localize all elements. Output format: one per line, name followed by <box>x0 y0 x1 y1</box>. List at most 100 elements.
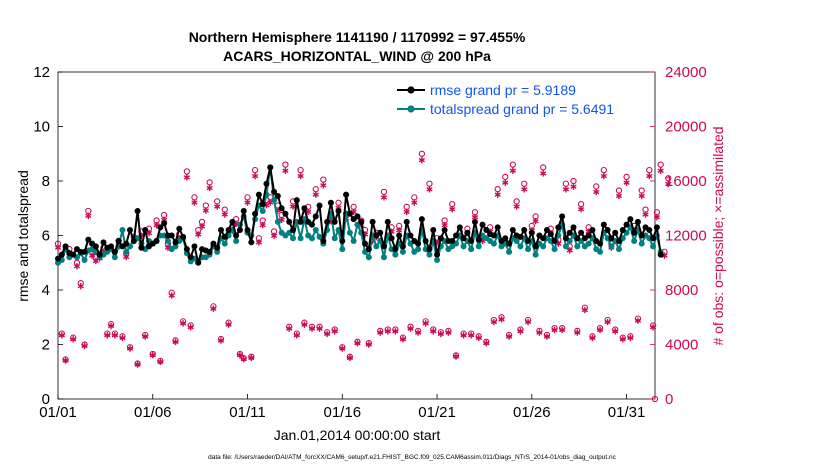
y2-tick-label: 16000 <box>665 173 707 190</box>
rmse-point <box>615 237 622 244</box>
obs-assimilated-marker <box>593 188 600 196</box>
obs-assimilated-marker <box>225 321 232 328</box>
y-tick-label: 6 <box>42 228 50 245</box>
obs-assimilated-marker <box>248 354 255 362</box>
totalspread-point <box>81 257 88 264</box>
obs-assimilated-marker <box>286 325 293 332</box>
rmse-point <box>638 232 645 239</box>
obs-possible-marker <box>418 150 426 157</box>
rmse-point <box>70 251 77 258</box>
obs-assimilated-marker <box>58 332 65 339</box>
rmse-point <box>161 220 168 227</box>
obs-assimilated-marker <box>104 332 111 339</box>
obs-possible-marker <box>509 161 517 168</box>
rmse-point <box>399 243 406 250</box>
obs-assimilated-marker <box>323 330 331 338</box>
y-tick-label: 8 <box>42 173 50 190</box>
rmse-point <box>320 237 327 244</box>
rmse-point <box>589 227 596 234</box>
rmse-point <box>415 240 422 247</box>
obs-assimilated-marker <box>308 325 316 332</box>
rmse-point <box>430 227 437 234</box>
rmse-line <box>57 166 662 264</box>
totalspread-point <box>331 235 338 242</box>
obs-assimilated-marker <box>490 318 498 326</box>
rmse-point <box>585 232 592 239</box>
rmse-point <box>634 218 641 225</box>
rmse-point <box>650 235 657 242</box>
x-tick-label: 01/26 <box>513 404 551 421</box>
totalspread-point <box>638 240 645 247</box>
x-tick-label: 01/06 <box>134 404 172 421</box>
obs-assimilated-marker <box>502 179 509 186</box>
obs-assimilated-marker <box>107 322 115 330</box>
rmse-point <box>555 224 562 231</box>
obs-assimilated-marker <box>380 194 388 201</box>
obs-assimilated-marker <box>198 223 206 230</box>
obs-assimilated-marker <box>403 208 410 216</box>
obs-assimilated-marker <box>301 321 308 328</box>
obs-assimilated-marker <box>365 341 372 348</box>
rmse-point <box>134 207 141 214</box>
obs-assimilated-marker <box>646 172 653 180</box>
rmse-point <box>301 205 308 212</box>
obs-assimilated-marker <box>270 232 278 239</box>
rmse-point <box>142 227 149 234</box>
rmse-point <box>172 239 179 246</box>
obs-possible-marker <box>600 166 607 174</box>
x-axis: 01/01 01/06 01/11 01/16 01/21 01/26 01/31 <box>39 394 645 421</box>
rmse-point <box>127 227 134 234</box>
obs-assimilated-marker <box>251 172 259 180</box>
obs-assimilated-marker <box>255 239 263 246</box>
obs-assimilated-marker <box>509 167 516 174</box>
obs-assimilated-marker <box>577 206 585 213</box>
rmse-point <box>559 213 566 220</box>
rmse-point <box>123 240 130 247</box>
rmse-point <box>278 205 285 212</box>
rmse-point <box>362 240 369 247</box>
obs-assimilated-marker <box>206 184 213 192</box>
rmse-point <box>210 240 217 247</box>
rmse-point <box>377 229 384 236</box>
rmse-point <box>365 246 372 253</box>
rmse-point <box>327 199 334 206</box>
rmse-point <box>418 216 425 223</box>
y-tick-label: 4 <box>42 282 50 299</box>
y2-tick-label: 0 <box>665 391 673 408</box>
obs-assimilated-marker <box>452 353 460 360</box>
obs-assimilated-marker <box>168 292 175 299</box>
rmse-point <box>108 243 115 250</box>
obs-assimilated-marker <box>221 211 228 218</box>
y2-tick-label: 12000 <box>665 228 707 245</box>
rmse-point <box>100 239 107 246</box>
obs-assimilated-marker <box>54 244 62 251</box>
rmse-point <box>214 244 221 251</box>
chart-title: Northern Hemisphere 1141190 / 1170992 = … <box>189 29 526 45</box>
obs-assimilated-marker <box>418 156 426 164</box>
obs-assimilated-marker <box>179 320 187 327</box>
totalspread-point <box>532 251 539 258</box>
totalspread-point <box>123 248 130 255</box>
totalspread-point <box>426 251 433 258</box>
obs-assimilated-marker <box>559 326 566 334</box>
legend-spread-marker <box>407 105 415 113</box>
legend: rmse grand pr = 5.9189 totalspread grand… <box>397 82 614 117</box>
rmse-point <box>509 227 516 234</box>
rmse-point <box>297 218 304 225</box>
obs-assimilated-marker <box>187 324 194 331</box>
obs-assimilated-marker <box>505 333 513 340</box>
obs-assimilated-marker <box>126 345 134 352</box>
rmse-point <box>187 254 194 261</box>
obs-assimilated-marker <box>612 328 619 335</box>
rmse-point <box>403 218 410 225</box>
totalspread-point <box>650 243 657 250</box>
totalspread-point <box>597 248 604 255</box>
rmse-point <box>437 235 444 242</box>
obs-assimilated-marker <box>202 207 209 214</box>
obs-assimilated-marker <box>468 332 475 339</box>
obs-possible-marker <box>183 168 191 175</box>
obs-assimilated-marker <box>570 183 577 190</box>
rmse-point <box>612 229 619 236</box>
obs-assimilated-marker <box>604 318 611 326</box>
rmse-point <box>176 225 183 232</box>
